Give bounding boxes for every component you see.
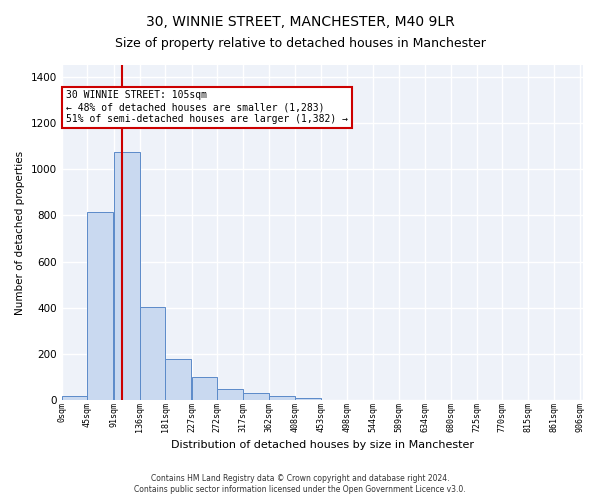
Bar [295,398,321,400]
Bar [114,152,140,400]
Bar [62,396,88,400]
Bar [191,377,217,400]
Bar [140,306,165,400]
Text: 30, WINNIE STREET, MANCHESTER, M40 9LR: 30, WINNIE STREET, MANCHESTER, M40 9LR [146,15,454,29]
Bar [243,394,269,400]
Y-axis label: Number of detached properties: Number of detached properties [15,150,25,314]
Text: Contains HM Land Registry data © Crown copyright and database right 2024.
Contai: Contains HM Land Registry data © Crown c… [134,474,466,494]
Bar [217,389,243,400]
Bar [88,212,113,400]
Text: Size of property relative to detached houses in Manchester: Size of property relative to detached ho… [115,38,485,51]
Text: 30 WINNIE STREET: 105sqm
← 48% of detached houses are smaller (1,283)
51% of sem: 30 WINNIE STREET: 105sqm ← 48% of detach… [66,90,348,124]
X-axis label: Distribution of detached houses by size in Manchester: Distribution of detached houses by size … [170,440,473,450]
Bar [165,358,191,401]
Bar [269,396,295,400]
